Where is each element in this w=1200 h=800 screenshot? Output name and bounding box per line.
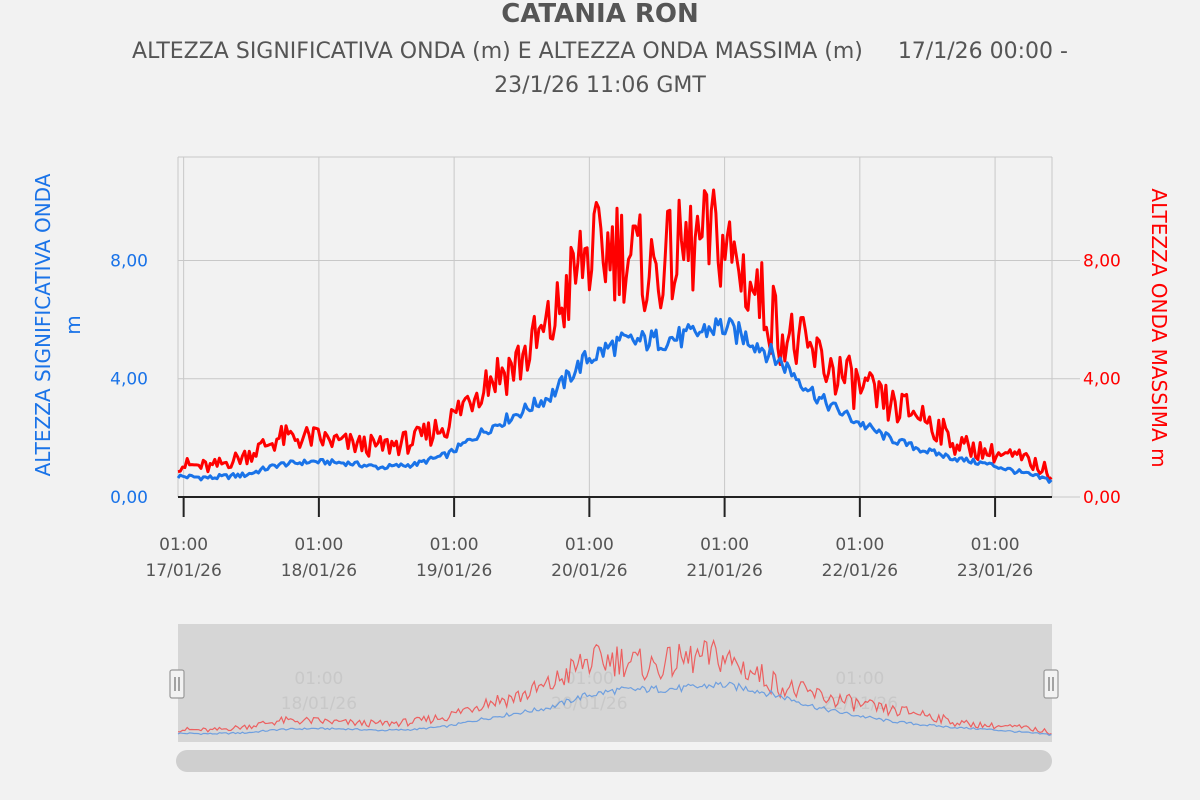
x-tick-label-time: 01:00	[294, 535, 343, 555]
y-left-tick-label: 0,00	[110, 488, 148, 508]
chart-title: CATANIA RON	[501, 0, 699, 29]
navigator-scrollbar[interactable]	[176, 750, 1052, 772]
navigator-left-handle[interactable]	[169, 669, 185, 699]
y-right-tick-label: 8,00	[1083, 251, 1121, 271]
grip-handle-icon	[1043, 669, 1059, 699]
navigator-line-significant-wave	[177, 681, 1052, 736]
navigator-label-time: 01:00	[835, 669, 884, 689]
x-tick-label-time: 01:00	[835, 535, 884, 555]
navigator-series	[177, 638, 1052, 736]
y-right-tick-label: 4,00	[1083, 370, 1121, 390]
x-tick-label-time: 01:00	[971, 535, 1020, 555]
x-tick-label-time: 01:00	[565, 535, 614, 555]
y-axis-right: 0,00 4,00 8,00	[1052, 251, 1121, 508]
y-axis-left-unit: m	[61, 315, 85, 334]
x-tick-label-time: 01:00	[159, 535, 208, 555]
x-tick-label-time: 01:00	[700, 535, 749, 555]
x-tick-label-date: 22/01/26	[822, 561, 898, 581]
navigator-label-date: 20/01/26	[551, 694, 627, 714]
chart-subtitle-line1: ALTEZZA SIGNIFICATIVA ONDA (m) E ALTEZZA…	[132, 39, 1068, 64]
series-lines	[176, 188, 1053, 484]
x-tick-label-date: 18/01/26	[281, 561, 357, 581]
grid	[177, 156, 1053, 498]
x-tick-label-date: 20/01/26	[551, 561, 627, 581]
series-line-significant-wave	[176, 317, 1053, 484]
x-tick-label-date: 21/01/26	[686, 561, 762, 581]
y-left-tick-label: 4,00	[110, 370, 148, 390]
navigator-label-date: 18/01/26	[281, 694, 357, 714]
series-line-max-wave	[177, 188, 1053, 482]
x-tick-label-time: 01:00	[430, 535, 479, 555]
navigator-label-time: 01:00	[565, 669, 614, 689]
chart-subtitle-line2: 23/1/26 11:06 GMT	[494, 73, 706, 98]
y-axis-right-title: ALTEZZA ONDA MASSIMA m	[1147, 188, 1171, 467]
y-left-tick-label: 8,00	[110, 251, 148, 271]
x-axis: 01:00 17/01/26 01:00 18/01/26 01:00 19/01/26 0…	[145, 496, 1052, 581]
y-axis-left-title: ALTEZZA SIGNIFICATIVA ONDA	[31, 173, 55, 476]
y-axis-left: 0,00 4,00 8,00	[110, 251, 148, 508]
x-tick-label-date: 17/01/26	[145, 561, 221, 581]
x-tick-label-date: 23/01/26	[957, 561, 1033, 581]
x-tick-label-date: 19/01/26	[416, 561, 492, 581]
navigator-right-handle[interactable]	[1043, 669, 1059, 699]
navigator-label-time: 01:00	[294, 669, 343, 689]
grip-handle-icon	[169, 669, 185, 699]
y-right-tick-label: 0,00	[1083, 488, 1121, 508]
navigator-line-max-wave	[177, 638, 1052, 736]
